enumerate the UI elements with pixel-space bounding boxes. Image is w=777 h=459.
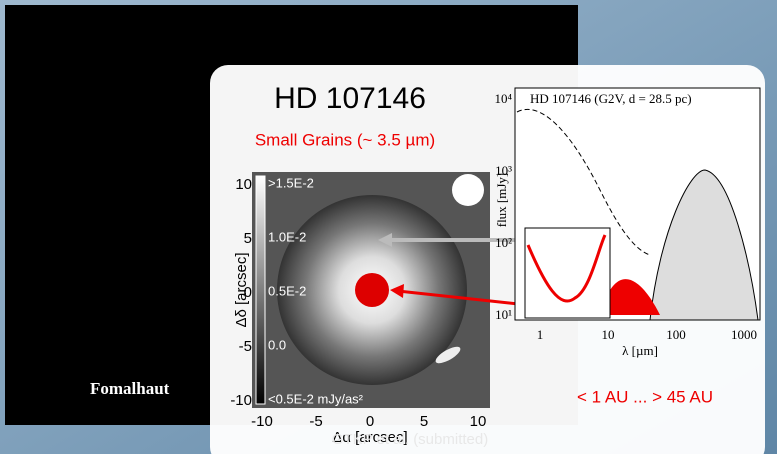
y-tick-label: 5 [244, 230, 252, 247]
y-tick-label: 0 [244, 284, 252, 301]
y-tick-label: 10 [235, 176, 252, 193]
range-note: < 1 AU ... > 45 AU [577, 387, 713, 406]
sed-x-tick-label: 100 [666, 327, 686, 342]
y-tick-label: -5 [239, 338, 252, 355]
left-caption: Fomalhaut [90, 379, 170, 398]
red-excess [600, 279, 660, 315]
inset-curve [526, 234, 607, 303]
sed-y-tick-label: 10² [495, 235, 512, 250]
x-tick-label: 10 [470, 413, 487, 430]
x-tick-label: -10 [251, 413, 273, 430]
colorbar [255, 175, 266, 405]
colorbar-label: >1.5E-2 [268, 175, 314, 190]
sed-y-label: flux [mJy] [494, 173, 509, 228]
sed-y-tick-label: 10⁴ [494, 91, 512, 106]
x-tick-label: 5 [420, 413, 428, 430]
y-tick-label: -10 [230, 392, 252, 409]
red-arrow-head [390, 284, 404, 298]
sed-title: HD 107146 (G2V, d = 28.5 pc) [530, 91, 692, 106]
x-tick-label: 0 [366, 413, 374, 430]
gray-arrow-head [378, 233, 392, 247]
galaxy [435, 346, 461, 364]
sed-x-label: λ [µm] [622, 343, 658, 358]
colorbar-label: 0.0 [268, 337, 286, 352]
stellar-sed [516, 108, 651, 256]
red-core [355, 273, 389, 307]
sed-y-tick-label: 10¹ [495, 307, 512, 322]
colorbar-label: 0.5E-2 [268, 283, 306, 298]
colorbar-label: 1.0E-2 [268, 229, 306, 244]
y-axis-label: Δδ [arcsec] [233, 252, 250, 327]
x-axis-label: Δα [arcsec] [332, 429, 407, 446]
dust-sed [649, 169, 759, 321]
title: HD 107146 [274, 82, 426, 115]
x-tick-label: -5 [309, 413, 322, 430]
sed-x-tick-label: 10 [602, 327, 615, 342]
credit: GTKP et al. (submitted) [332, 431, 488, 448]
inset [524, 227, 611, 319]
sed-x-tick-label: 1 [537, 327, 544, 342]
sed-x-tick-label: 1000 [731, 327, 757, 342]
sed-y-tick-label: 10³ [495, 163, 512, 178]
colorbar-label: <0.5E-2 mJy/as² [268, 391, 364, 406]
subtitle: Small Grains (~ 3.5 µm) [255, 130, 435, 149]
beam [452, 174, 484, 206]
